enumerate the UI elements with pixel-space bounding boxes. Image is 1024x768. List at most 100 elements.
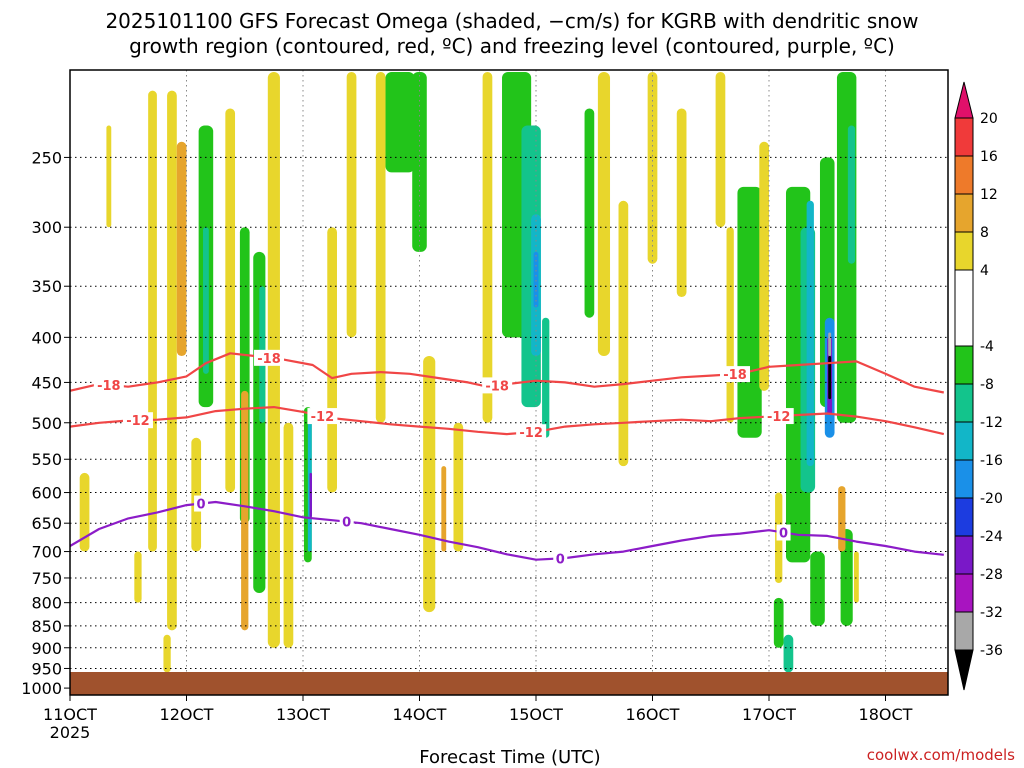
gridlines [70, 70, 948, 695]
omega-shade-cell [482, 72, 493, 423]
omega-shade-cell [597, 72, 611, 357]
freezing-level-line [70, 500, 944, 561]
omega-shade-cell [79, 472, 90, 552]
colorbar-swatch [954, 383, 974, 423]
omega-shade-cell [853, 551, 859, 603]
chart-title-line2: growth region (contoured, red, ºC) and f… [129, 34, 895, 58]
omega-shade-cell [385, 72, 415, 173]
colorbar-tick-label: -8 [980, 377, 994, 393]
y-tick-label: 550 [31, 450, 62, 469]
omega-shade-cell [191, 437, 202, 552]
colorbar-tick-label: -12 [980, 415, 1003, 431]
colorbar-swatch [954, 421, 974, 461]
x-tick-label: 16OCT [626, 705, 680, 724]
omega-shade-cell [134, 551, 142, 603]
colorbar-swatch [954, 117, 974, 157]
colorbar-tick-label: 20 [980, 111, 998, 127]
colorbar-swatch [954, 497, 974, 537]
y-tick-label: 350 [31, 277, 62, 296]
omega-shade-cell [375, 72, 386, 423]
dgz-minus12-label: -12 [311, 410, 335, 425]
y-tick-label: 600 [31, 484, 62, 503]
omega-shade-cell [726, 227, 734, 423]
omega-shade-cell [783, 634, 794, 673]
colorbar-tick-label: -16 [980, 453, 1003, 469]
site-credit: coolwx.com/models [867, 746, 1015, 764]
omega-shade-cell [106, 125, 112, 228]
colorbar-legend: 20 16 12 8 4 -4 -8 -12 -16 -20 -24 -28 -32 -36 [954, 81, 1003, 691]
y-tick-label: 850 [31, 617, 62, 636]
dgz-minus12-label: -12 [767, 410, 791, 425]
dgz-minus18-label: -18 [97, 379, 121, 394]
colorbar-tick-label: -24 [980, 529, 1003, 545]
colorbar-swatch [954, 231, 974, 271]
omega-shade-cell [163, 634, 171, 673]
y-tick-label: 300 [31, 218, 62, 237]
colorbar-bottom-arrow [954, 649, 974, 691]
colorbar-swatch [954, 535, 974, 575]
y-tick-label: 950 [31, 659, 62, 678]
dgz-minus18-label-bg [93, 376, 124, 393]
omega-shade-cell [847, 125, 856, 264]
colorbar-tick-label: 16 [980, 149, 998, 165]
y-tick-label: 750 [31, 569, 62, 588]
omega-shade-cell [810, 551, 825, 626]
dgz-minus12-label-bg [516, 424, 547, 441]
x-tick-year-label: 2025 [50, 723, 91, 742]
dgz-minus12-label-bg [307, 408, 338, 425]
plot-area: -18 -18 -18 -18 -12 -12 -12 -12 0 0 0 0 [70, 70, 948, 695]
omega-shade-cell [225, 108, 236, 493]
omega-shade-cell [167, 90, 177, 631]
y-tick-label: 700 [31, 543, 62, 562]
x-tick-label: 12OCT [160, 705, 214, 724]
colorbar-swatch [954, 269, 974, 347]
ground-terrain [70, 672, 948, 695]
omega-shade-cell [838, 486, 846, 552]
colorbar-tick-label: 4 [980, 263, 989, 279]
freezing-level-label-bg [776, 524, 791, 541]
dgz-minus18-label: -18 [485, 379, 509, 394]
omega-shade-cell [148, 90, 157, 552]
x-tick-label: 18OCT [859, 705, 913, 724]
dgz-minus12-label-bg [763, 408, 794, 425]
omega-shade-cell [806, 200, 814, 467]
y-tick-label: 400 [31, 328, 62, 347]
omega-shade-cell [441, 466, 447, 552]
colorbar-swatch [954, 611, 974, 651]
freezing-level-label: 0 [779, 526, 788, 541]
omega-shade-cell [283, 422, 294, 648]
freezing-level-label-bg [553, 550, 568, 567]
omega-shade-cell [533, 251, 539, 308]
omega-shade-cell [309, 472, 312, 518]
dgz-minus12-line [70, 406, 945, 436]
x-tick-label: 17OCT [742, 705, 796, 724]
freezing-level-label: 0 [556, 552, 565, 567]
y-tick-label: 1000 [21, 679, 62, 698]
colorbar-swatch [954, 573, 974, 613]
omega-shade-cell [203, 227, 209, 374]
y-tick-label: 500 [31, 414, 62, 433]
omega-shade-cell [346, 72, 357, 338]
dgz-minus18-label-bg [254, 349, 285, 366]
colorbar-tick-label: -20 [980, 491, 1003, 507]
omega-shade-cell [676, 108, 687, 298]
omega-shade-cell [423, 356, 436, 613]
dgz-minus18-label: -18 [257, 352, 281, 367]
omega-shade-cell [840, 529, 853, 626]
dgz-minus18-label-bg [720, 366, 751, 383]
y-tick-label: 450 [31, 373, 62, 392]
freezing-level-label: 0 [342, 516, 351, 531]
colorbar-tick-label: -36 [980, 643, 1003, 659]
omega-shade-cell [327, 227, 337, 493]
x-tick-label: 13OCT [276, 705, 330, 724]
temperature-contours: -18 -18 -18 -18 -12 -12 -12 -12 0 0 0 0 [70, 349, 945, 567]
chart-title-line1: 2025101100 GFS Forecast Omega (shaded, −… [105, 9, 918, 33]
y-tick-label: 800 [31, 594, 62, 613]
y-tick-label: 900 [31, 639, 62, 658]
dgz-minus12-label-bg [122, 412, 153, 429]
omega-shade-cell [647, 72, 658, 264]
colorbar-tick-label: -4 [980, 339, 994, 355]
x-tick-label: 14OCT [393, 705, 447, 724]
